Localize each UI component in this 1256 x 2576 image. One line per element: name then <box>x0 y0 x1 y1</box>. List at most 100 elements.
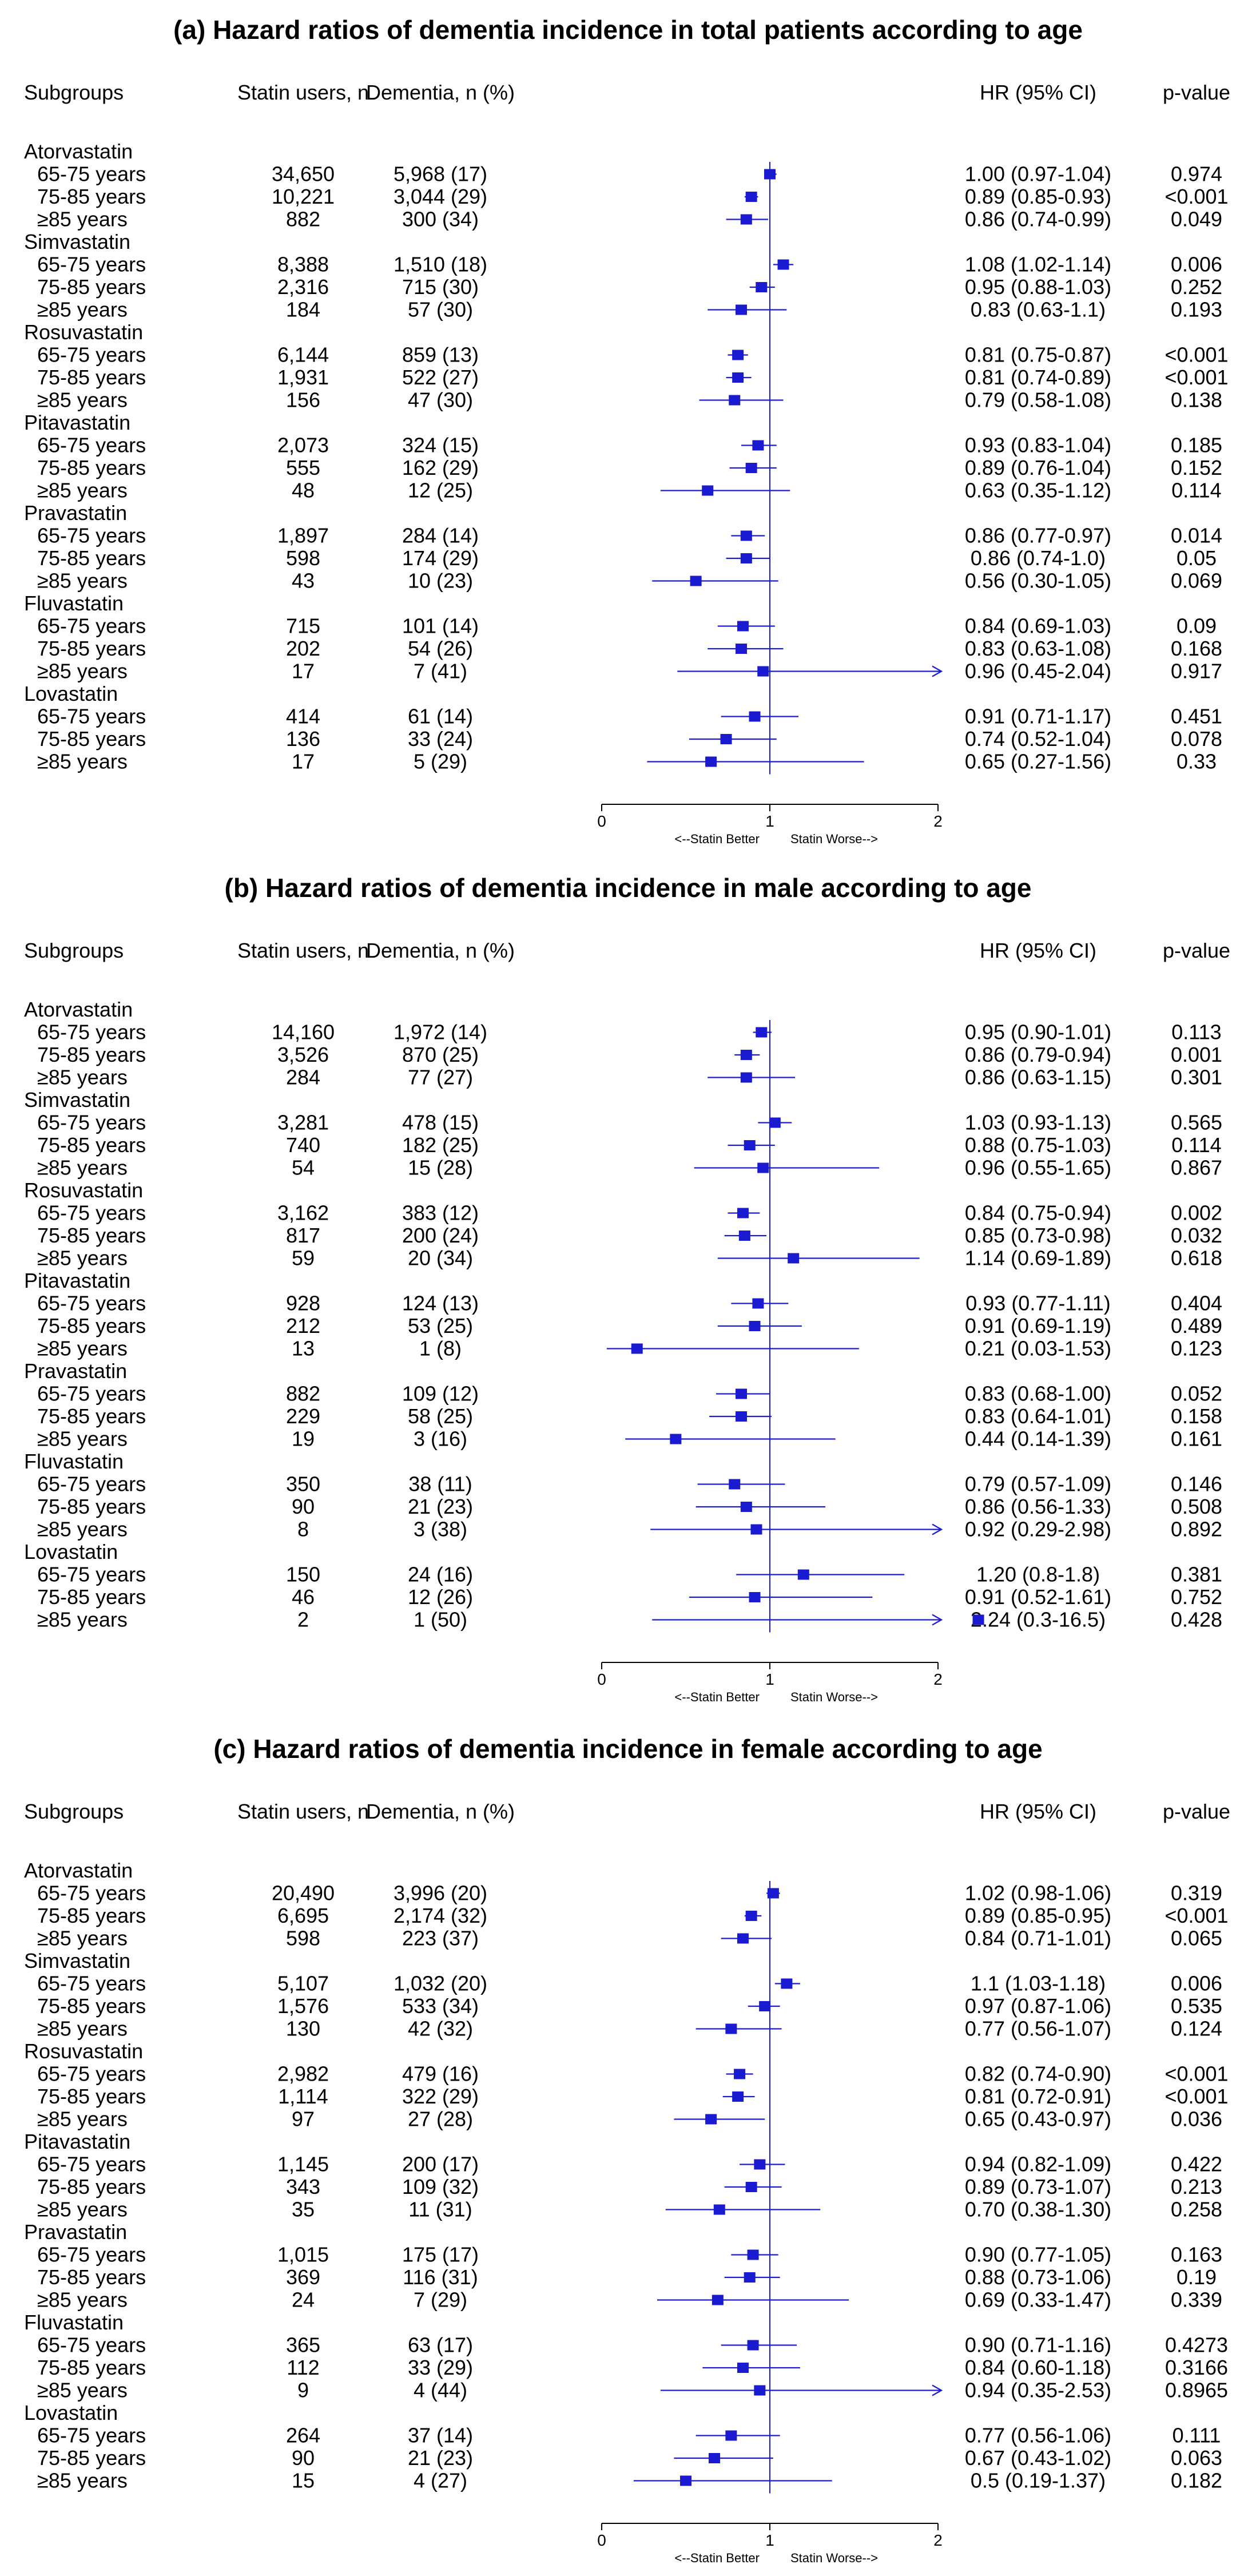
row-hr-ci: 0.96 (0.45-2.04) <box>965 660 1111 683</box>
row-p-value: 0.069 <box>1171 569 1222 593</box>
row-statin-users: 2,073 <box>277 434 329 457</box>
panel-title: (c) Hazard ratios of dementia incidence … <box>213 1734 1042 1764</box>
x-tick-label: 1 <box>765 1670 774 1688</box>
row-hr-ci: 0.83 (0.63-1.08) <box>965 637 1111 660</box>
row-p-value: 0.123 <box>1171 1337 1222 1360</box>
row-age-label: 75-85 years <box>37 1585 146 1609</box>
hr-point <box>690 575 702 586</box>
row-p-value: 0.867 <box>1171 1156 1222 1180</box>
row-dementia: 715 (30) <box>402 275 479 299</box>
row-dementia: 182 (25) <box>402 1133 479 1157</box>
row-dementia: 42 (32) <box>408 2017 473 2041</box>
row-p-value: 0.193 <box>1171 298 1222 321</box>
row-hr-ci: 0.88 (0.73-1.06) <box>965 2265 1111 2289</box>
row-p-value: 0.001 <box>1171 1043 1222 1066</box>
row-p-value: 0.381 <box>1171 1563 1222 1586</box>
row-statin-users: 1,897 <box>277 524 329 547</box>
row-p-value: <0.001 <box>1164 2062 1228 2086</box>
row-age-label: 65-75 years <box>37 1201 146 1225</box>
header-hr-ci: HR (95% CI) <box>980 939 1096 962</box>
row-statin-users: 369 <box>286 2265 320 2289</box>
hr-point <box>752 440 764 451</box>
row-statin-users: 59 <box>292 1247 315 1270</box>
row-age-label: 75-85 years <box>37 2175 146 2198</box>
row-dementia: 324 (15) <box>402 434 479 457</box>
row-dementia: 175 (17) <box>402 2243 479 2267</box>
row-p-value: 0.049 <box>1171 208 1222 231</box>
row-p-value: 0.113 <box>1171 1021 1221 1044</box>
hr-point <box>732 350 744 360</box>
row-age-label: ≥85 years <box>37 2107 128 2131</box>
header-dementia: Dementia, n (%) <box>366 939 515 962</box>
row-age-label: 65-75 years <box>37 1021 146 1044</box>
row-age-label: 65-75 years <box>37 2243 146 2267</box>
hr-point <box>750 1524 762 1535</box>
row-dementia: 478 (15) <box>402 1111 479 1134</box>
row-statin-users: 48 <box>292 479 315 502</box>
row-hr-ci: 0.84 (0.71-1.01) <box>965 1927 1111 1950</box>
row-statin-users: 202 <box>286 637 320 660</box>
row-age-label: ≥85 years <box>37 208 128 231</box>
hr-point <box>736 644 748 654</box>
row-age-label: ≥85 years <box>37 660 128 683</box>
row-statin-users: 740 <box>286 1133 320 1157</box>
row-age-label: 65-75 years <box>37 1111 146 1134</box>
hr-point <box>734 2069 746 2079</box>
row-hr-ci: 0.89 (0.85-0.95) <box>965 1904 1111 1927</box>
row-dementia: 124 (13) <box>402 1292 479 1315</box>
row-dementia: 5 (29) <box>414 750 467 773</box>
row-p-value: 0.422 <box>1171 2153 1222 2176</box>
row-statin-users: 130 <box>286 2017 320 2041</box>
axis-label-better: <--Statin Better <box>674 1690 760 1704</box>
hr-point <box>972 1614 984 1625</box>
row-hr-ci: 1.14 (0.69-1.89) <box>965 1247 1111 1270</box>
hr-point <box>781 1978 793 1989</box>
hr-point <box>756 282 768 292</box>
hr-point <box>713 2204 725 2215</box>
row-age-label: 65-75 years <box>37 1563 146 1586</box>
axis-label-worse: Statin Worse--> <box>790 1690 878 1704</box>
row-hr-ci: 1.1 (1.03-1.18) <box>971 1972 1106 1995</box>
row-age-label: 65-75 years <box>37 253 146 276</box>
row-p-value: 0.252 <box>1171 275 1222 299</box>
row-age-label: 75-85 years <box>37 1404 146 1428</box>
x-tick-label: 1 <box>765 2531 774 2549</box>
hr-point <box>737 1933 749 1944</box>
group-label: Pravastatin <box>24 2220 127 2244</box>
row-statin-users: 10,221 <box>272 185 335 208</box>
row-dementia: 1,032 (20) <box>394 1972 487 1995</box>
hr-point <box>754 2159 766 2170</box>
row-age-label: 75-85 years <box>37 456 146 479</box>
panel-title: (b) Hazard ratios of dementia incidence … <box>225 873 1032 903</box>
row-hr-ci: 0.84 (0.60-1.18) <box>965 2356 1111 2379</box>
x-tick-label: 2 <box>933 2531 943 2549</box>
row-age-label: 75-85 years <box>37 2265 146 2289</box>
row-age-label: 65-75 years <box>37 2062 146 2086</box>
header-hr-ci: HR (95% CI) <box>980 1800 1096 1823</box>
row-dementia: 101 (14) <box>402 614 479 638</box>
group-label: Fluvastatin <box>24 1450 124 1473</box>
row-p-value: 0.078 <box>1171 727 1222 751</box>
header-subgroups: Subgroups <box>24 939 124 962</box>
row-age-label: 65-75 years <box>37 1972 146 1995</box>
hr-point <box>749 1321 761 1331</box>
row-age-label: ≥85 years <box>37 2288 128 2312</box>
row-dementia: 7 (41) <box>414 660 467 683</box>
axis-label-better: <--Statin Better <box>674 2551 760 2565</box>
row-dementia: 162 (29) <box>402 456 479 479</box>
group-label: Lovastatin <box>24 1540 118 1563</box>
ci-arrow <box>932 665 943 677</box>
row-hr-ci: 0.81 (0.72-0.91) <box>965 2085 1111 2108</box>
row-hr-ci: 0.21 (0.03-1.53) <box>965 1337 1111 1360</box>
row-p-value: 0.006 <box>1171 1972 1222 1995</box>
row-statin-users: 156 <box>286 388 320 412</box>
ci-arrow <box>932 1614 943 1626</box>
row-hr-ci: 0.69 (0.33-1.47) <box>965 2288 1111 2312</box>
group-label: Lovastatin <box>24 2401 118 2424</box>
hr-point <box>745 192 757 202</box>
row-hr-ci: 0.70 (0.38-1.30) <box>965 2198 1111 2221</box>
row-statin-users: 3,281 <box>277 1111 329 1134</box>
row-p-value: 0.124 <box>1171 2017 1222 2041</box>
row-statin-users: 598 <box>286 1927 320 1950</box>
row-dementia: 479 (16) <box>402 2062 479 2086</box>
